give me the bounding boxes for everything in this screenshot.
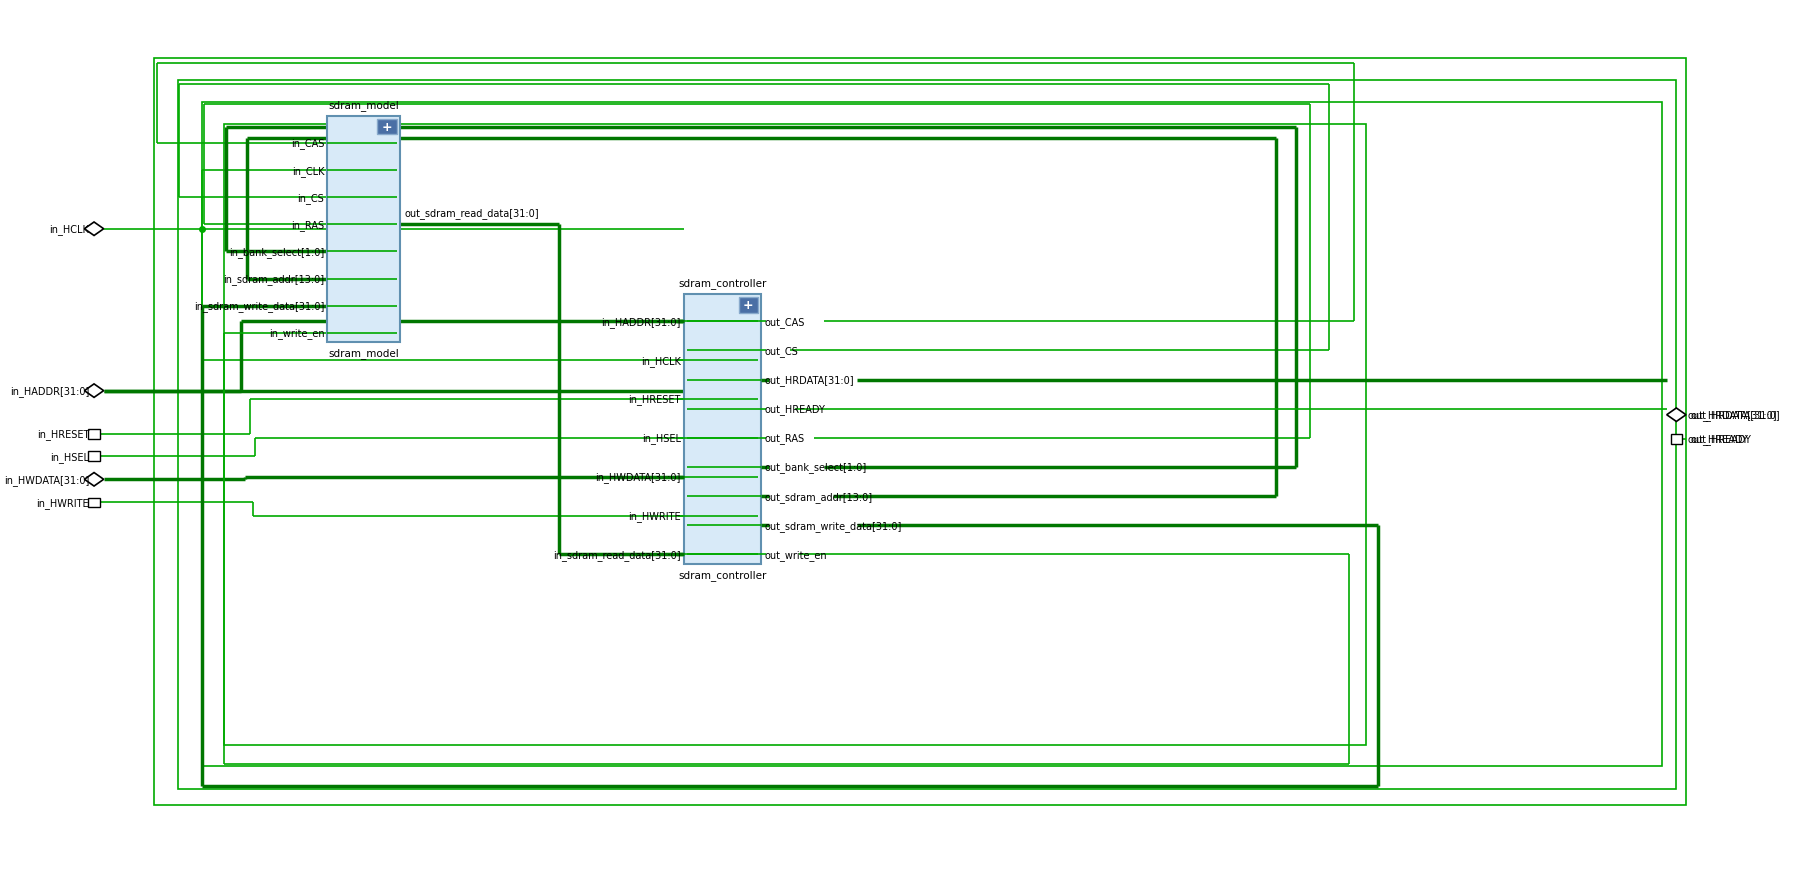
Text: out_HRDATA[31:0]: out_HRDATA[31:0] [1687, 410, 1777, 421]
Text: out_CAS: out_CAS [766, 316, 805, 328]
Text: out_write_en: out_write_en [766, 549, 827, 561]
Text: out_HREADY: out_HREADY [1687, 434, 1748, 445]
Text: in_CLK: in_CLK [292, 165, 325, 176]
Bar [154, 59, 1685, 805]
Text: out_HRDATA[31:0]: out_HRDATA[31:0] [766, 375, 855, 386]
Bar [88, 452, 100, 461]
Text: out_CS: out_CS [766, 346, 798, 356]
Text: in_HWDATA[31:0]: in_HWDATA[31:0] [4, 474, 90, 485]
Text: out_sdram_addr[13:0]: out_sdram_addr[13:0] [766, 491, 873, 502]
Text: out_HREADY: out_HREADY [766, 404, 825, 415]
Text: in_HWRITE: in_HWRITE [628, 511, 681, 521]
Bar [88, 498, 100, 507]
Bar [377, 120, 396, 136]
Text: in_HSEL: in_HSEL [50, 451, 90, 462]
Bar [683, 295, 760, 565]
Text: in_HWDATA[31:0]: in_HWDATA[31:0] [595, 472, 681, 482]
Text: in_sdram_read_data[31:0]: in_sdram_read_data[31:0] [554, 549, 681, 561]
Text: sdram_controller: sdram_controller [678, 278, 767, 289]
Text: in_sdram_write_data[31:0]: in_sdram_write_data[31:0] [194, 301, 325, 312]
Text: out_RAS: out_RAS [766, 433, 805, 444]
Bar [1671, 434, 1682, 444]
Bar [178, 81, 1676, 789]
Text: out_HREADY: out_HREADY [1691, 434, 1752, 445]
Text: in_bank_select[1:0]: in_bank_select[1:0] [230, 247, 325, 257]
Text: in_sdram_addr[13:0]: in_sdram_addr[13:0] [222, 274, 325, 285]
Text: in_HRESET: in_HRESET [629, 394, 681, 405]
Polygon shape [84, 384, 104, 398]
Text: out_HRDATA[31:0]: out_HRDATA[31:0] [1691, 410, 1780, 421]
Text: in_RAS: in_RAS [290, 220, 325, 230]
Text: +: + [742, 299, 753, 312]
Bar [739, 298, 758, 313]
Text: sdram_model: sdram_model [328, 100, 398, 111]
Text: in_HWRITE: in_HWRITE [36, 497, 90, 508]
Bar [203, 103, 1662, 766]
Bar [88, 429, 100, 440]
Text: out_bank_select[1:0]: out_bank_select[1:0] [766, 462, 868, 473]
Polygon shape [84, 473, 104, 487]
Text: in_HCLK: in_HCLK [642, 355, 681, 366]
Text: +: + [382, 121, 393, 134]
Text: in_write_en: in_write_en [269, 328, 325, 339]
Text: sdram_controller: sdram_controller [678, 569, 767, 580]
Text: sdram_model: sdram_model [328, 348, 398, 359]
Polygon shape [1667, 408, 1685, 422]
Text: in_HRESET: in_HRESET [38, 429, 90, 440]
Text: in_CS: in_CS [298, 193, 325, 203]
Text: in_CAS: in_CAS [290, 138, 325, 149]
Text: in_HADDR[31:0]: in_HADDR[31:0] [9, 386, 90, 396]
Text: in_HSEL: in_HSEL [642, 433, 681, 444]
Bar [328, 116, 400, 343]
Text: out_sdram_read_data[31:0]: out_sdram_read_data[31:0] [405, 208, 540, 218]
Bar [224, 124, 1366, 746]
Text: in_HADDR[31:0]: in_HADDR[31:0] [601, 316, 681, 328]
Text: out_sdram_write_data[31:0]: out_sdram_write_data[31:0] [766, 521, 902, 531]
Text: in_HCLK: in_HCLK [50, 224, 90, 235]
Polygon shape [84, 222, 104, 236]
